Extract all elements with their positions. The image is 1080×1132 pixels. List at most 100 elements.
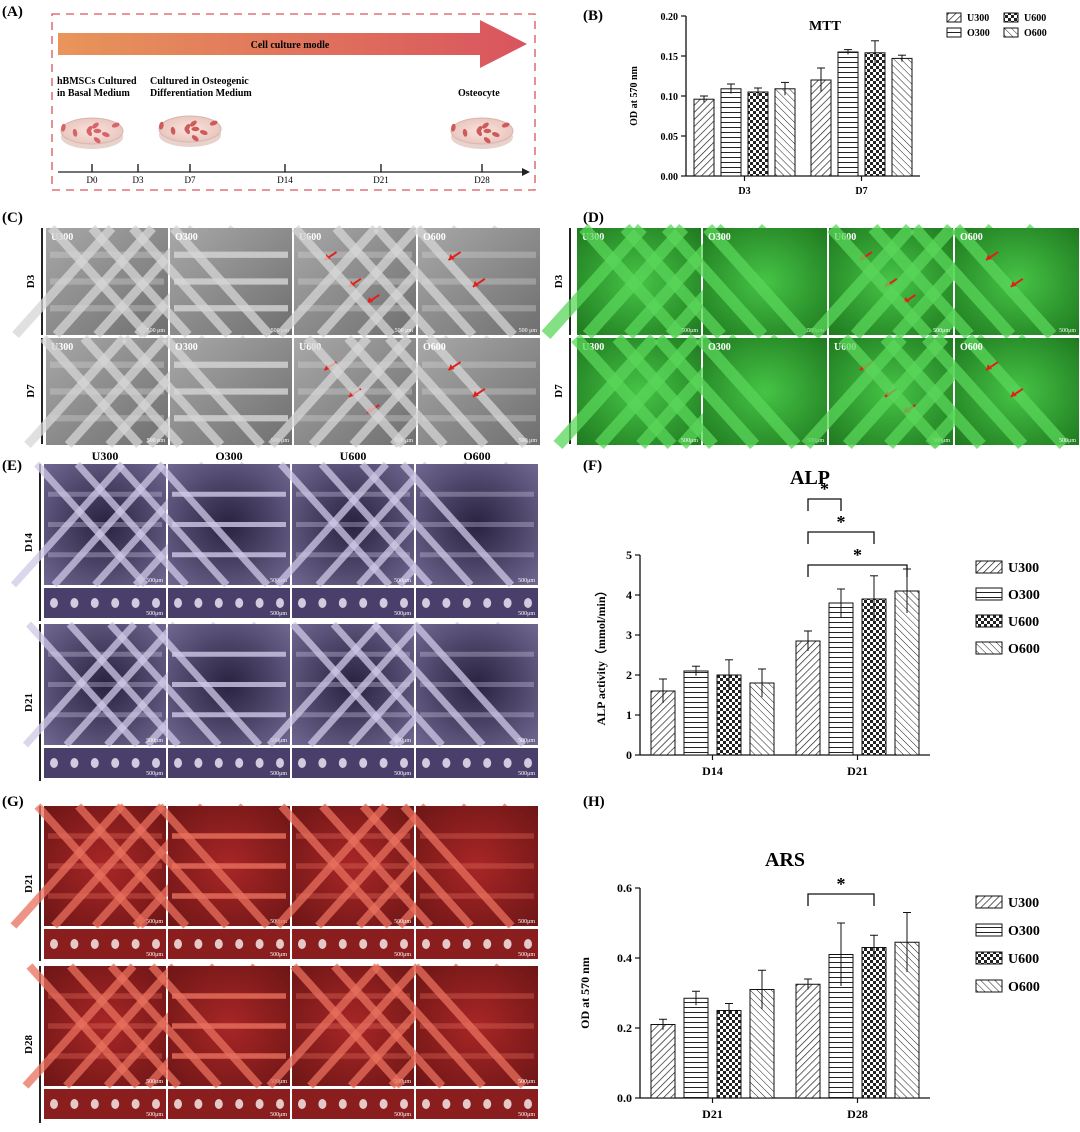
scaffold-strut	[266, 963, 381, 1089]
scale-bar-label: 500μm	[518, 738, 535, 744]
side-view-pore	[400, 939, 408, 949]
side-view-pore	[422, 1099, 430, 1109]
scaffold-strut	[612, 333, 718, 450]
side-view-pore	[379, 1099, 388, 1109]
cell-mark	[451, 123, 456, 132]
scaffold-strut	[330, 621, 445, 748]
micrograph: 500μm 500μm	[26, 963, 290, 1119]
group-label: O300	[708, 342, 731, 353]
bar	[861, 598, 887, 756]
bar	[747, 91, 769, 177]
scaffold-strut	[411, 621, 527, 748]
red-arrow-head	[448, 364, 455, 371]
scaffold-strut	[359, 803, 474, 929]
y-tick-label: 0.0	[617, 1091, 632, 1105]
side-view-pore	[276, 1099, 284, 1109]
scaffold-strut	[868, 223, 974, 340]
legend-label: U300	[1008, 561, 1039, 576]
legend-swatch	[1003, 27, 1019, 38]
side-view-pore	[442, 1099, 451, 1109]
scale-bar-label: 500μm	[518, 1112, 535, 1118]
scaffold-strut	[26, 963, 141, 1089]
day-label: D14	[277, 175, 293, 185]
side-view-pore	[503, 939, 512, 949]
chart-title: MTT	[809, 19, 842, 34]
ars-stain-grid: D21500μm500μm500μm500μm500μm500μm500μm50…	[10, 803, 538, 1123]
scale-bar-label: 500μm	[270, 611, 287, 617]
scale-bar-label: 500μm	[270, 738, 287, 744]
scaffold-strut	[107, 621, 222, 748]
cell-mark	[199, 130, 208, 136]
row-label: D3	[553, 274, 565, 288]
y-tick-label: 4	[626, 588, 632, 602]
y-tick-label: 0.15	[661, 52, 679, 63]
significance-bracket	[807, 564, 908, 577]
side-view-pore	[462, 939, 471, 949]
side-view	[168, 748, 290, 778]
scaffold-strut	[88, 224, 192, 339]
side-view-pore	[276, 598, 284, 608]
legend-label: U600	[1024, 13, 1046, 24]
micrograph: O300 500μm	[571, 333, 827, 450]
cell-mark	[476, 125, 483, 134]
scaffold-strut	[289, 621, 405, 748]
micrograph: O300 500 μm	[47, 224, 292, 339]
y-tick-label: 0.6	[617, 881, 632, 895]
scaffold-strut	[75, 803, 190, 929]
micrograph-bg	[292, 464, 414, 585]
cell-mark	[93, 128, 102, 134]
scaffold-strut	[579, 223, 685, 340]
side-view-pore	[422, 758, 430, 768]
micrograph: O600 500μm	[839, 333, 1079, 450]
bar	[693, 98, 715, 177]
row-label: D21	[23, 874, 35, 893]
side-view-pore	[255, 758, 264, 768]
side-view-pore	[524, 598, 532, 608]
culture-arrow	[58, 20, 527, 68]
bar	[716, 1010, 742, 1099]
side-view-pore	[318, 1099, 327, 1109]
panel-e-label: (E)	[2, 458, 22, 474]
side-view	[44, 1089, 166, 1119]
significance-star: *	[837, 874, 846, 894]
red-arrow-head	[1010, 280, 1017, 287]
side-view-pore	[131, 939, 140, 949]
scale-bar-label: 500μm	[518, 919, 535, 925]
side-view-pore	[194, 598, 203, 608]
scale-bar-label: 500μm	[146, 738, 163, 744]
scaffold-strut	[571, 333, 677, 450]
scale-bar-label: 500μm	[394, 611, 411, 617]
scaffold-strut	[51, 461, 166, 588]
panel-b-label: (B)	[583, 8, 603, 24]
side-view	[292, 748, 414, 778]
scaffold-strut	[413, 224, 517, 339]
bar	[795, 983, 821, 1099]
scaffold-strut	[661, 223, 768, 340]
scale-bar-label: 500μm	[270, 952, 287, 958]
side-view-pore	[524, 939, 532, 949]
side-view-pore	[483, 1099, 492, 1109]
scaffold-strut	[268, 334, 372, 449]
micrograph-bg	[416, 464, 538, 585]
micrograph: 500μm 500μm	[34, 803, 290, 959]
side-view-pore	[338, 939, 347, 949]
side-view	[44, 748, 166, 778]
micrograph-bg	[44, 966, 166, 1086]
legend-swatch	[975, 560, 1003, 574]
x-tick-label: D7	[855, 186, 867, 197]
side-view-pore	[194, 1099, 203, 1109]
y-tick-label: 0.4	[617, 951, 632, 965]
y-tick-label: 0	[626, 748, 632, 762]
legend-label: O600	[1024, 28, 1047, 39]
side-view-pore	[255, 939, 264, 949]
side-view-pore	[235, 758, 244, 768]
row-label: D7	[553, 384, 565, 398]
side-view-pore	[90, 939, 99, 949]
side-view-pore	[152, 758, 160, 768]
scale-bar-label: 500μm	[146, 919, 163, 925]
scaffold-strut	[371, 963, 486, 1089]
group-label: O600	[423, 232, 446, 243]
column-header: O600	[463, 449, 490, 463]
cell-mark	[191, 126, 200, 132]
